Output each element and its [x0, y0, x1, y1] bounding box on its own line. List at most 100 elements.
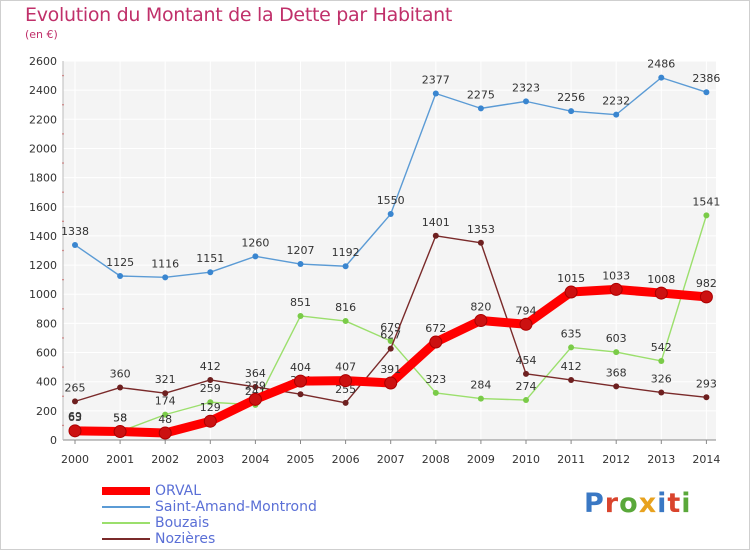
- x-tick-label-2004: 2004: [241, 453, 269, 466]
- data-label-bouzais-2006: 816: [335, 301, 356, 314]
- data-label-bouzais-2000: 69: [68, 410, 82, 423]
- series-orval: 63 58 48 129 279 404 407 391 672 820 794 1015 1033 10…: [68, 269, 717, 440]
- data-label-saint-amand-montrond-2009: 2275: [467, 88, 495, 101]
- data-label-saint-amand-montrond-2004: 1260: [241, 236, 269, 249]
- data-label-orval-2011: 1015: [557, 272, 585, 285]
- x-tick-label-2012: 2012: [602, 453, 630, 466]
- data-label-nozieres-2002: 321: [155, 373, 176, 386]
- data-label-bouzais-2013: 542: [651, 341, 672, 354]
- data-label-nozieres-2010: 454: [516, 354, 537, 367]
- point-nozieres-2005: [297, 391, 304, 398]
- data-label-orval-2007: 391: [380, 363, 401, 376]
- data-label-bouzais-2010: 274: [516, 380, 537, 393]
- chart-title: Evolution du Montant de la Dette par Hab…: [25, 4, 453, 26]
- data-label-orval-2006: 407: [335, 361, 356, 374]
- point-bouzais-2002: [162, 411, 169, 418]
- point-orval-2012: [609, 282, 623, 296]
- logo-letter: x: [638, 488, 658, 519]
- data-label-nozieres-2004: 364: [245, 367, 266, 380]
- legend-label-saint-amand-montrond: Saint-Amand-Montrond: [155, 499, 317, 515]
- point-orval-2009: [474, 313, 488, 327]
- data-label-orval-2012: 1033: [602, 269, 630, 282]
- legend-swatch-nozieres: [102, 538, 150, 540]
- data-label-orval-2005: 404: [290, 361, 311, 374]
- point-bouzais-2014: [703, 212, 710, 219]
- data-label-saint-amand-montrond-2007: 1550: [377, 194, 405, 207]
- logo-letter: o: [619, 488, 639, 519]
- data-label-orval-2013: 1008: [647, 273, 675, 286]
- y-tick-label-1800: 1800: [29, 172, 57, 185]
- x-tick-label-2013: 2013: [647, 453, 675, 466]
- point-saint-amand-montrond-2013: [658, 74, 665, 81]
- point-orval-2010: [519, 317, 533, 331]
- x-tick-label-2010: 2010: [512, 453, 540, 466]
- point-bouzais-2010: [523, 397, 529, 404]
- point-orval-2011: [564, 285, 578, 299]
- y-tick-label-2400: 2400: [29, 84, 57, 97]
- data-label-orval-2000: 63: [68, 411, 82, 424]
- data-label-bouzais-2012: 603: [606, 332, 627, 345]
- data-label-nozieres-2003: 412: [200, 360, 221, 373]
- x-tick-label-2007: 2007: [377, 453, 405, 466]
- point-nozieres-2007: [387, 345, 394, 352]
- legend-swatch-saint-amand-montrond: [102, 506, 150, 508]
- point-bouzais-2011: [568, 344, 575, 351]
- point-saint-amand-montrond-2005: [297, 261, 304, 268]
- data-label-nozieres-2000: 265: [65, 381, 86, 394]
- point-nozieres-2010: [523, 370, 529, 377]
- y-tick-label-2000: 2000: [29, 142, 57, 155]
- legend-label-bouzais: Bouzais: [155, 515, 210, 531]
- point-saint-amand-montrond-2007: [387, 211, 394, 218]
- data-label-saint-amand-montrond-2014: 2386: [692, 72, 720, 85]
- data-label-nozieres-2012: 368: [606, 366, 627, 379]
- series-nozieres: 2653603214123643142556271401135345441236…: [65, 216, 717, 406]
- data-label-bouzais-2014: 1541: [692, 195, 720, 208]
- legend-label-nozieres: Nozières: [155, 531, 216, 547]
- point-saint-amand-montrond-2008: [432, 90, 439, 97]
- proxiti-logo: Proxiti: [584, 488, 692, 519]
- point-nozieres-2013: [658, 389, 665, 396]
- data-label-saint-amand-montrond-2002: 1116: [151, 257, 179, 270]
- x-tick-label-2014: 2014: [692, 453, 720, 466]
- point-saint-amand-montrond-2003: [207, 269, 214, 276]
- x-tick-label-2002: 2002: [151, 453, 179, 466]
- point-orval-2000: [68, 424, 82, 438]
- y-tick-label-200: 200: [36, 405, 57, 418]
- data-label-saint-amand-montrond-2010: 2323: [512, 81, 540, 94]
- y-tick-label-1200: 1200: [29, 259, 57, 272]
- point-bouzais-2008: [432, 389, 439, 396]
- point-bouzais-2009: [477, 395, 484, 402]
- legend-swatch-bouzais: [102, 522, 150, 524]
- logo-letter: r: [604, 488, 620, 519]
- data-label-saint-amand-montrond-2000: 1338: [61, 225, 89, 238]
- point-saint-amand-montrond-2010: [523, 98, 529, 105]
- y-tick-label-600: 600: [36, 347, 57, 360]
- point-bouzais-2007: [387, 338, 394, 345]
- y-tick-label-2600: 2600: [29, 55, 57, 68]
- data-label-saint-amand-montrond-2003: 1151: [196, 252, 224, 265]
- y-tick-label-1000: 1000: [29, 288, 57, 301]
- data-label-nozieres-2013: 326: [651, 372, 672, 385]
- data-label-orval-2010: 794: [516, 304, 537, 317]
- y-tick-label-0: 0: [50, 434, 57, 447]
- logo-letter: i: [657, 488, 668, 519]
- data-label-saint-amand-montrond-2012: 2232: [602, 95, 630, 108]
- data-label-saint-amand-montrond-2013: 2486: [647, 58, 675, 71]
- point-bouzais-2006: [342, 318, 349, 325]
- data-label-bouzais-2007: 679: [380, 321, 401, 334]
- data-label-bouzais-2008: 323: [425, 373, 446, 386]
- data-label-bouzais-2005: 851: [290, 296, 311, 309]
- point-saint-amand-montrond-2002: [162, 274, 169, 281]
- x-tick-label-2011: 2011: [557, 453, 585, 466]
- point-saint-amand-montrond-2012: [613, 111, 620, 118]
- point-saint-amand-montrond-2009: [477, 105, 484, 112]
- x-tick-label-2003: 2003: [196, 453, 224, 466]
- point-nozieres-2002: [162, 390, 169, 397]
- point-orval-2002: [158, 426, 172, 440]
- point-orval-2005: [294, 374, 307, 388]
- point-nozieres-2006: [342, 399, 349, 406]
- y-tick-label-2200: 2200: [29, 113, 57, 126]
- data-label-orval-2008: 672: [425, 322, 446, 335]
- data-label-orval-2014: 982: [696, 277, 717, 290]
